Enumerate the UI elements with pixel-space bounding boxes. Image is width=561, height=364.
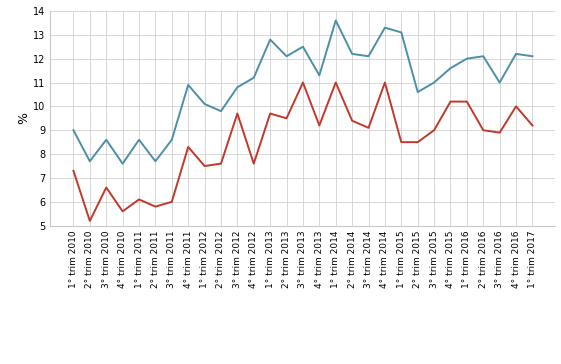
Y-axis label: %: % [17,112,30,124]
